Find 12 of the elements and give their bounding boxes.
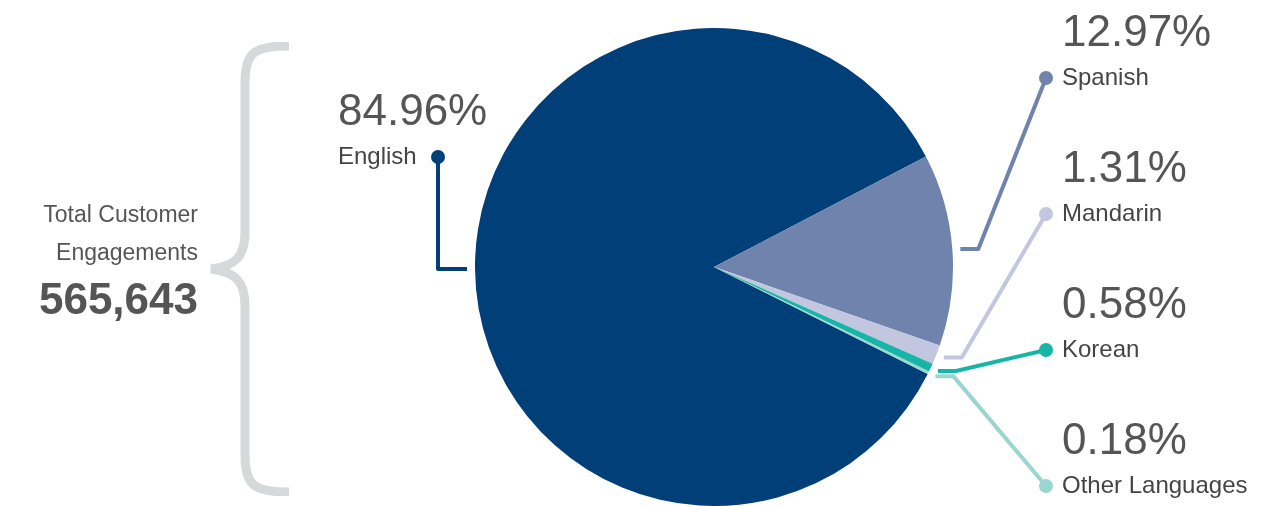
data-label: 12.97% bbox=[1062, 6, 1212, 56]
data-label: 0.18% bbox=[1062, 414, 1187, 464]
legend-label: Mandarin bbox=[1062, 198, 1163, 226]
slice-label: English bbox=[338, 141, 417, 169]
data-label: 84.96% bbox=[338, 85, 488, 135]
data-label: 0.58% bbox=[1062, 278, 1187, 328]
text: 565,643 bbox=[37, 273, 198, 325]
text: Total Customer Engagements bbox=[42, 200, 198, 267]
legend-label: Korean bbox=[1062, 334, 1140, 362]
data-label: 1.31% bbox=[1062, 142, 1187, 192]
legend-label: Spanish bbox=[1062, 62, 1149, 90]
legend-label: Other Languages bbox=[1062, 470, 1248, 498]
